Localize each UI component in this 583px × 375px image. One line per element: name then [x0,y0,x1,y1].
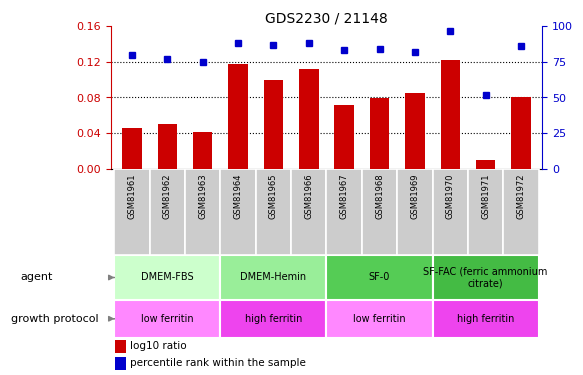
Bar [433,255,539,300]
Text: GSM81965: GSM81965 [269,173,278,219]
Bar [299,69,318,169]
Bar [122,128,142,169]
Text: DMEM-FBS: DMEM-FBS [141,273,194,282]
Text: GSM81970: GSM81970 [446,173,455,219]
Bar [503,169,539,255]
Bar [397,169,433,255]
Text: low ferritin: low ferritin [141,314,194,324]
Text: log10 ratio: log10 ratio [130,341,187,351]
Text: GSM81972: GSM81972 [517,173,525,219]
Text: high ferritin: high ferritin [245,314,302,324]
Bar [468,169,503,255]
Text: GSM81963: GSM81963 [198,173,207,219]
Bar [229,64,248,169]
Bar [326,169,362,255]
Text: GSM81967: GSM81967 [340,173,349,219]
Bar [370,98,389,169]
Text: GSM81966: GSM81966 [304,173,313,219]
Bar [220,169,256,255]
Bar [264,80,283,169]
Text: GSM81971: GSM81971 [481,173,490,219]
Text: percentile rank within the sample: percentile rank within the sample [130,358,306,368]
Bar [335,105,354,169]
Bar [405,93,424,169]
Title: GDS2230 / 21148: GDS2230 / 21148 [265,11,388,25]
Bar [114,169,150,255]
Text: growth protocol: growth protocol [11,314,99,324]
Bar [326,255,433,300]
Bar [291,169,326,255]
Text: SF-0: SF-0 [369,273,390,282]
Bar [115,340,126,352]
Bar [114,255,220,300]
Bar [433,300,539,338]
Text: agent: agent [20,273,52,282]
Bar [220,255,326,300]
Bar [362,169,397,255]
Bar [185,169,220,255]
Bar [476,160,496,169]
Bar [433,169,468,255]
Bar [193,132,212,169]
Bar [326,300,433,338]
Text: SF-FAC (ferric ammonium
citrate): SF-FAC (ferric ammonium citrate) [423,267,548,288]
Text: high ferritin: high ferritin [457,314,514,324]
Text: DMEM-Hemin: DMEM-Hemin [240,273,307,282]
Text: GSM81961: GSM81961 [128,173,136,219]
Bar [114,300,220,338]
Bar [441,60,460,169]
Bar [150,169,185,255]
Text: low ferritin: low ferritin [353,314,406,324]
Bar [157,124,177,169]
Text: GSM81969: GSM81969 [410,173,419,219]
Bar [511,98,531,169]
Text: GSM81968: GSM81968 [375,173,384,219]
Bar [220,300,326,338]
Bar [256,169,291,255]
Bar [115,357,126,370]
Text: GSM81964: GSM81964 [234,173,243,219]
Text: GSM81962: GSM81962 [163,173,172,219]
